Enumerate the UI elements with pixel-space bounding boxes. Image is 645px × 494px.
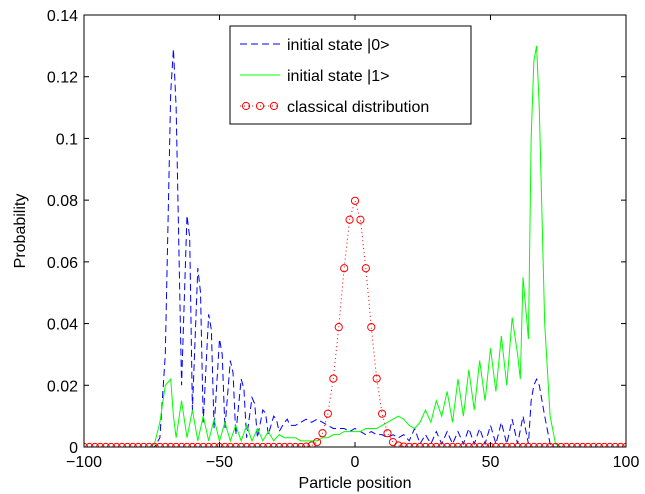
y-tick-label: 0.12 [47,70,78,87]
series-classical-point [383,429,392,438]
y-axis-label: Probability [12,194,29,269]
y-tick-label: 0.04 [47,317,78,334]
x-tick-label: 100 [613,454,640,471]
y-tick-label: 0 [69,440,78,457]
series-classical-point [329,374,338,383]
legend-sample-classical-marker [269,101,279,111]
series-classical-point [378,409,387,418]
series-classical-point [318,429,327,438]
series-classical-point [356,215,365,224]
series-classical-point [394,441,403,447]
y-tick-label: 0.06 [47,255,78,272]
series-classical-point [372,374,381,383]
legend-label-classical: classical distribution [287,99,429,116]
x-axis-label: Particle position [299,475,412,492]
y-tick-label: 0.1 [56,131,78,148]
series-classical-point [323,409,332,418]
legend-sample-classical-marker [241,101,251,111]
series-classical-point [312,438,322,447]
legend-label-state0: initial state |0> [287,37,389,54]
series-state1-line [84,45,626,447]
series-classical-point [340,264,349,273]
legend-samples [240,43,280,111]
series-state0-line [84,48,626,447]
y-tick-label: 0.14 [47,8,78,25]
x-tick-label: −50 [206,454,233,471]
ticks-layer: −100 −50 0 50 100 0 0.02 0.04 0.06 0.08 0.1 0.12 0.1… [47,8,640,471]
x-tick-label: 50 [482,454,500,471]
y-tick-label: 0.08 [47,193,78,210]
legend: initial state |0> initial state |1> clas… [229,25,472,125]
series-classical-point [367,323,376,332]
x-tick-label: 0 [351,454,360,471]
legend-label-state1: initial state |1> [287,68,389,85]
series-classical-point [345,215,354,224]
series-classical-point [334,323,343,332]
series-classical-point [361,264,370,273]
x-tick-label: −100 [66,454,102,471]
legend-sample-classical-marker [255,101,265,111]
series-classical-point [350,196,360,205]
y-tick-label: 0.02 [47,378,78,395]
